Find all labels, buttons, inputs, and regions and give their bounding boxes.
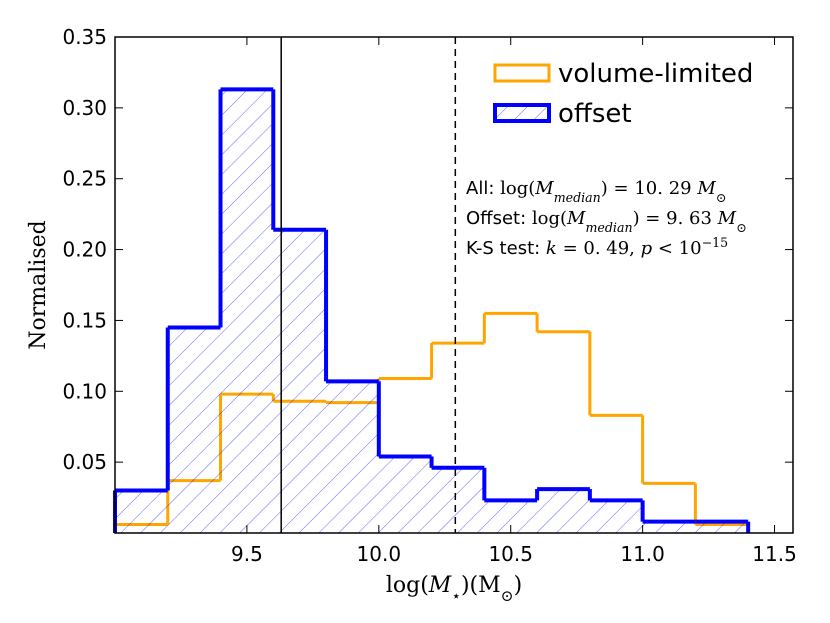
text-segment: log( xyxy=(386,573,429,598)
y-tick-label: 0.35 xyxy=(62,25,107,49)
x-axis-label: log(M⋆)(M⊙) xyxy=(386,573,522,605)
y-tick-label: 0.25 xyxy=(62,167,107,191)
hatched-bar xyxy=(273,229,327,533)
text-segment: M xyxy=(534,178,554,199)
hatched-bar xyxy=(589,500,643,533)
x-tick-label: 10.0 xyxy=(357,542,402,566)
text-segment: ) xyxy=(514,573,523,598)
hatched-bar xyxy=(220,89,274,533)
y-axis-label: Normalised xyxy=(26,220,51,349)
y-tick-label: 0.10 xyxy=(62,379,107,403)
x-tick-label: 11.5 xyxy=(752,542,797,566)
y-tick-label: 0.30 xyxy=(62,96,107,120)
y-tick-label: 0.20 xyxy=(62,238,107,262)
text-segment: M xyxy=(428,573,452,598)
hatched-bar xyxy=(695,521,749,533)
annotation: All: log(Mmedian) = 10. 29 M⊙ xyxy=(466,178,726,205)
legend-label: offset xyxy=(558,99,632,129)
hatched-bar xyxy=(115,490,168,533)
text-segment: k xyxy=(546,238,557,259)
series xyxy=(113,87,751,533)
legend-label: volume-limited xyxy=(558,59,753,89)
text-segment: = 0. 49, xyxy=(557,238,641,259)
text-segment: median xyxy=(554,190,601,205)
x-tick-label: 9.5 xyxy=(231,542,263,566)
hatched-bar xyxy=(431,467,485,533)
axes-frame xyxy=(114,36,794,534)
x-tick-label: 10.5 xyxy=(488,542,533,566)
annotation: Offset: log(Mmedian) = 9. 63 M⊙ xyxy=(466,208,747,235)
text-segment: M xyxy=(566,208,586,229)
text-segment: ⊙ xyxy=(736,220,747,235)
text-segment: M xyxy=(717,208,737,229)
text-segment: median xyxy=(585,220,632,235)
text-segment: ) = 10. 29 xyxy=(601,178,698,199)
hatched-bar xyxy=(642,521,696,533)
y-tick-label: 0.15 xyxy=(62,308,107,332)
text-segment: ⊙ xyxy=(716,190,727,205)
text-segment: M xyxy=(696,178,716,199)
x-tick-label: 11.0 xyxy=(620,542,665,566)
text-segment: ⋆ xyxy=(451,587,461,605)
text-segment: p xyxy=(641,238,653,259)
text-segment: ⊙ xyxy=(501,587,514,605)
legend-swatch xyxy=(493,103,551,123)
hatched-bar xyxy=(326,381,379,533)
y-tick-label: 0.05 xyxy=(62,450,107,474)
hatched-bar xyxy=(537,489,590,533)
text-segment: −15 xyxy=(702,235,729,250)
text-segment: Offset: xyxy=(466,208,532,229)
text-segment: )(M xyxy=(461,573,501,598)
text-segment: ) = 9. 63 xyxy=(633,208,718,229)
text-segment: < 10 xyxy=(652,238,701,259)
annotation: K-S test: k = 0. 49, p < 10−15 xyxy=(466,235,728,260)
text-segment: K-S test: xyxy=(466,238,546,259)
hatched-bar xyxy=(167,327,221,533)
text-segment: All: xyxy=(466,178,500,199)
legend-swatch xyxy=(493,63,551,83)
text-segment: log( xyxy=(532,208,567,229)
hatched-bar xyxy=(378,456,432,533)
text-segment: log( xyxy=(500,178,535,199)
